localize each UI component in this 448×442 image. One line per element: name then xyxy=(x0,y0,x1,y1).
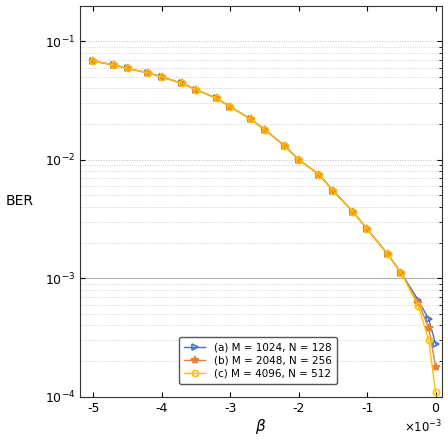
(c) M = 4096, N = 512 xyxy=(194,87,199,92)
(b) M = 2048, N = 256 xyxy=(365,226,370,232)
(c) M = 4096, N = 512 xyxy=(262,127,267,132)
(b) M = 2048, N = 256 xyxy=(214,95,220,101)
(c) M = 4096, N = 512 xyxy=(180,81,185,86)
(a) M = 1024, N = 128 xyxy=(159,74,164,80)
(b) M = 2048, N = 256 xyxy=(228,104,233,110)
(b) M = 2048, N = 256 xyxy=(91,58,96,64)
(b) M = 2048, N = 256 xyxy=(330,188,336,193)
(a) M = 1024, N = 128 xyxy=(385,251,390,257)
(b) M = 2048, N = 256 xyxy=(416,300,421,305)
(c) M = 4096, N = 512 xyxy=(282,144,288,149)
Legend: (a) M = 1024, N = 128, (b) M = 2048, N = 256, (c) M = 4096, N = 512: (a) M = 1024, N = 128, (b) M = 2048, N =… xyxy=(179,337,337,384)
(b) M = 2048, N = 256 xyxy=(385,251,390,257)
(c) M = 4096, N = 512 xyxy=(385,251,390,257)
(b) M = 2048, N = 256 xyxy=(282,144,288,149)
(b) M = 2048, N = 256 xyxy=(296,157,302,162)
(b) M = 2048, N = 256 xyxy=(433,364,438,369)
(b) M = 2048, N = 256 xyxy=(426,325,431,331)
(a) M = 1024, N = 128 xyxy=(214,95,220,101)
(a) M = 1024, N = 128 xyxy=(296,157,302,162)
(b) M = 2048, N = 256 xyxy=(317,172,322,177)
(c) M = 4096, N = 512 xyxy=(214,95,220,101)
(c) M = 4096, N = 512 xyxy=(433,389,438,395)
(c) M = 4096, N = 512 xyxy=(159,74,164,80)
(c) M = 4096, N = 512 xyxy=(91,58,96,64)
(a) M = 1024, N = 128 xyxy=(91,58,96,64)
(c) M = 4096, N = 512 xyxy=(296,157,302,162)
(b) M = 2048, N = 256 xyxy=(180,81,185,86)
(c) M = 4096, N = 512 xyxy=(111,62,116,68)
(a) M = 1024, N = 128 xyxy=(111,62,116,68)
(a) M = 1024, N = 128 xyxy=(125,66,130,71)
(a) M = 1024, N = 128 xyxy=(146,70,151,76)
(b) M = 2048, N = 256 xyxy=(159,74,164,80)
(b) M = 2048, N = 256 xyxy=(262,127,267,132)
(b) M = 2048, N = 256 xyxy=(399,271,404,276)
Text: $\times10^{-3}$: $\times10^{-3}$ xyxy=(404,418,443,435)
(c) M = 4096, N = 512 xyxy=(228,104,233,110)
(b) M = 2048, N = 256 xyxy=(125,66,130,71)
(c) M = 4096, N = 512 xyxy=(426,338,431,343)
(a) M = 1024, N = 128 xyxy=(433,341,438,347)
(b) M = 2048, N = 256 xyxy=(351,210,356,215)
(a) M = 1024, N = 128 xyxy=(180,81,185,86)
(c) M = 4096, N = 512 xyxy=(317,172,322,177)
X-axis label: $\beta$: $\beta$ xyxy=(255,417,267,436)
(a) M = 1024, N = 128 xyxy=(248,117,254,122)
(b) M = 2048, N = 256 xyxy=(111,62,116,68)
(a) M = 1024, N = 128 xyxy=(416,298,421,303)
Y-axis label: BER: BER xyxy=(5,194,34,208)
(c) M = 4096, N = 512 xyxy=(365,226,370,232)
(c) M = 4096, N = 512 xyxy=(399,271,404,276)
(c) M = 4096, N = 512 xyxy=(351,210,356,215)
Line: (c) M = 4096, N = 512: (c) M = 4096, N = 512 xyxy=(90,58,439,395)
(a) M = 1024, N = 128 xyxy=(194,87,199,92)
(a) M = 1024, N = 128 xyxy=(365,226,370,232)
(a) M = 1024, N = 128 xyxy=(228,104,233,110)
(b) M = 2048, N = 256 xyxy=(194,87,199,92)
(a) M = 1024, N = 128 xyxy=(262,127,267,132)
(a) M = 1024, N = 128 xyxy=(351,210,356,215)
Line: (b) M = 2048, N = 256: (b) M = 2048, N = 256 xyxy=(89,57,440,371)
(b) M = 2048, N = 256 xyxy=(146,70,151,76)
(a) M = 1024, N = 128 xyxy=(282,144,288,149)
(a) M = 1024, N = 128 xyxy=(330,188,336,193)
(c) M = 4096, N = 512 xyxy=(330,188,336,193)
(a) M = 1024, N = 128 xyxy=(317,172,322,177)
Line: (a) M = 1024, N = 128: (a) M = 1024, N = 128 xyxy=(90,58,439,347)
(b) M = 2048, N = 256 xyxy=(248,117,254,122)
(c) M = 4096, N = 512 xyxy=(416,304,421,309)
(c) M = 4096, N = 512 xyxy=(248,117,254,122)
(a) M = 1024, N = 128 xyxy=(399,271,404,276)
(c) M = 4096, N = 512 xyxy=(146,70,151,76)
(c) M = 4096, N = 512 xyxy=(125,66,130,71)
(a) M = 1024, N = 128 xyxy=(426,317,431,322)
